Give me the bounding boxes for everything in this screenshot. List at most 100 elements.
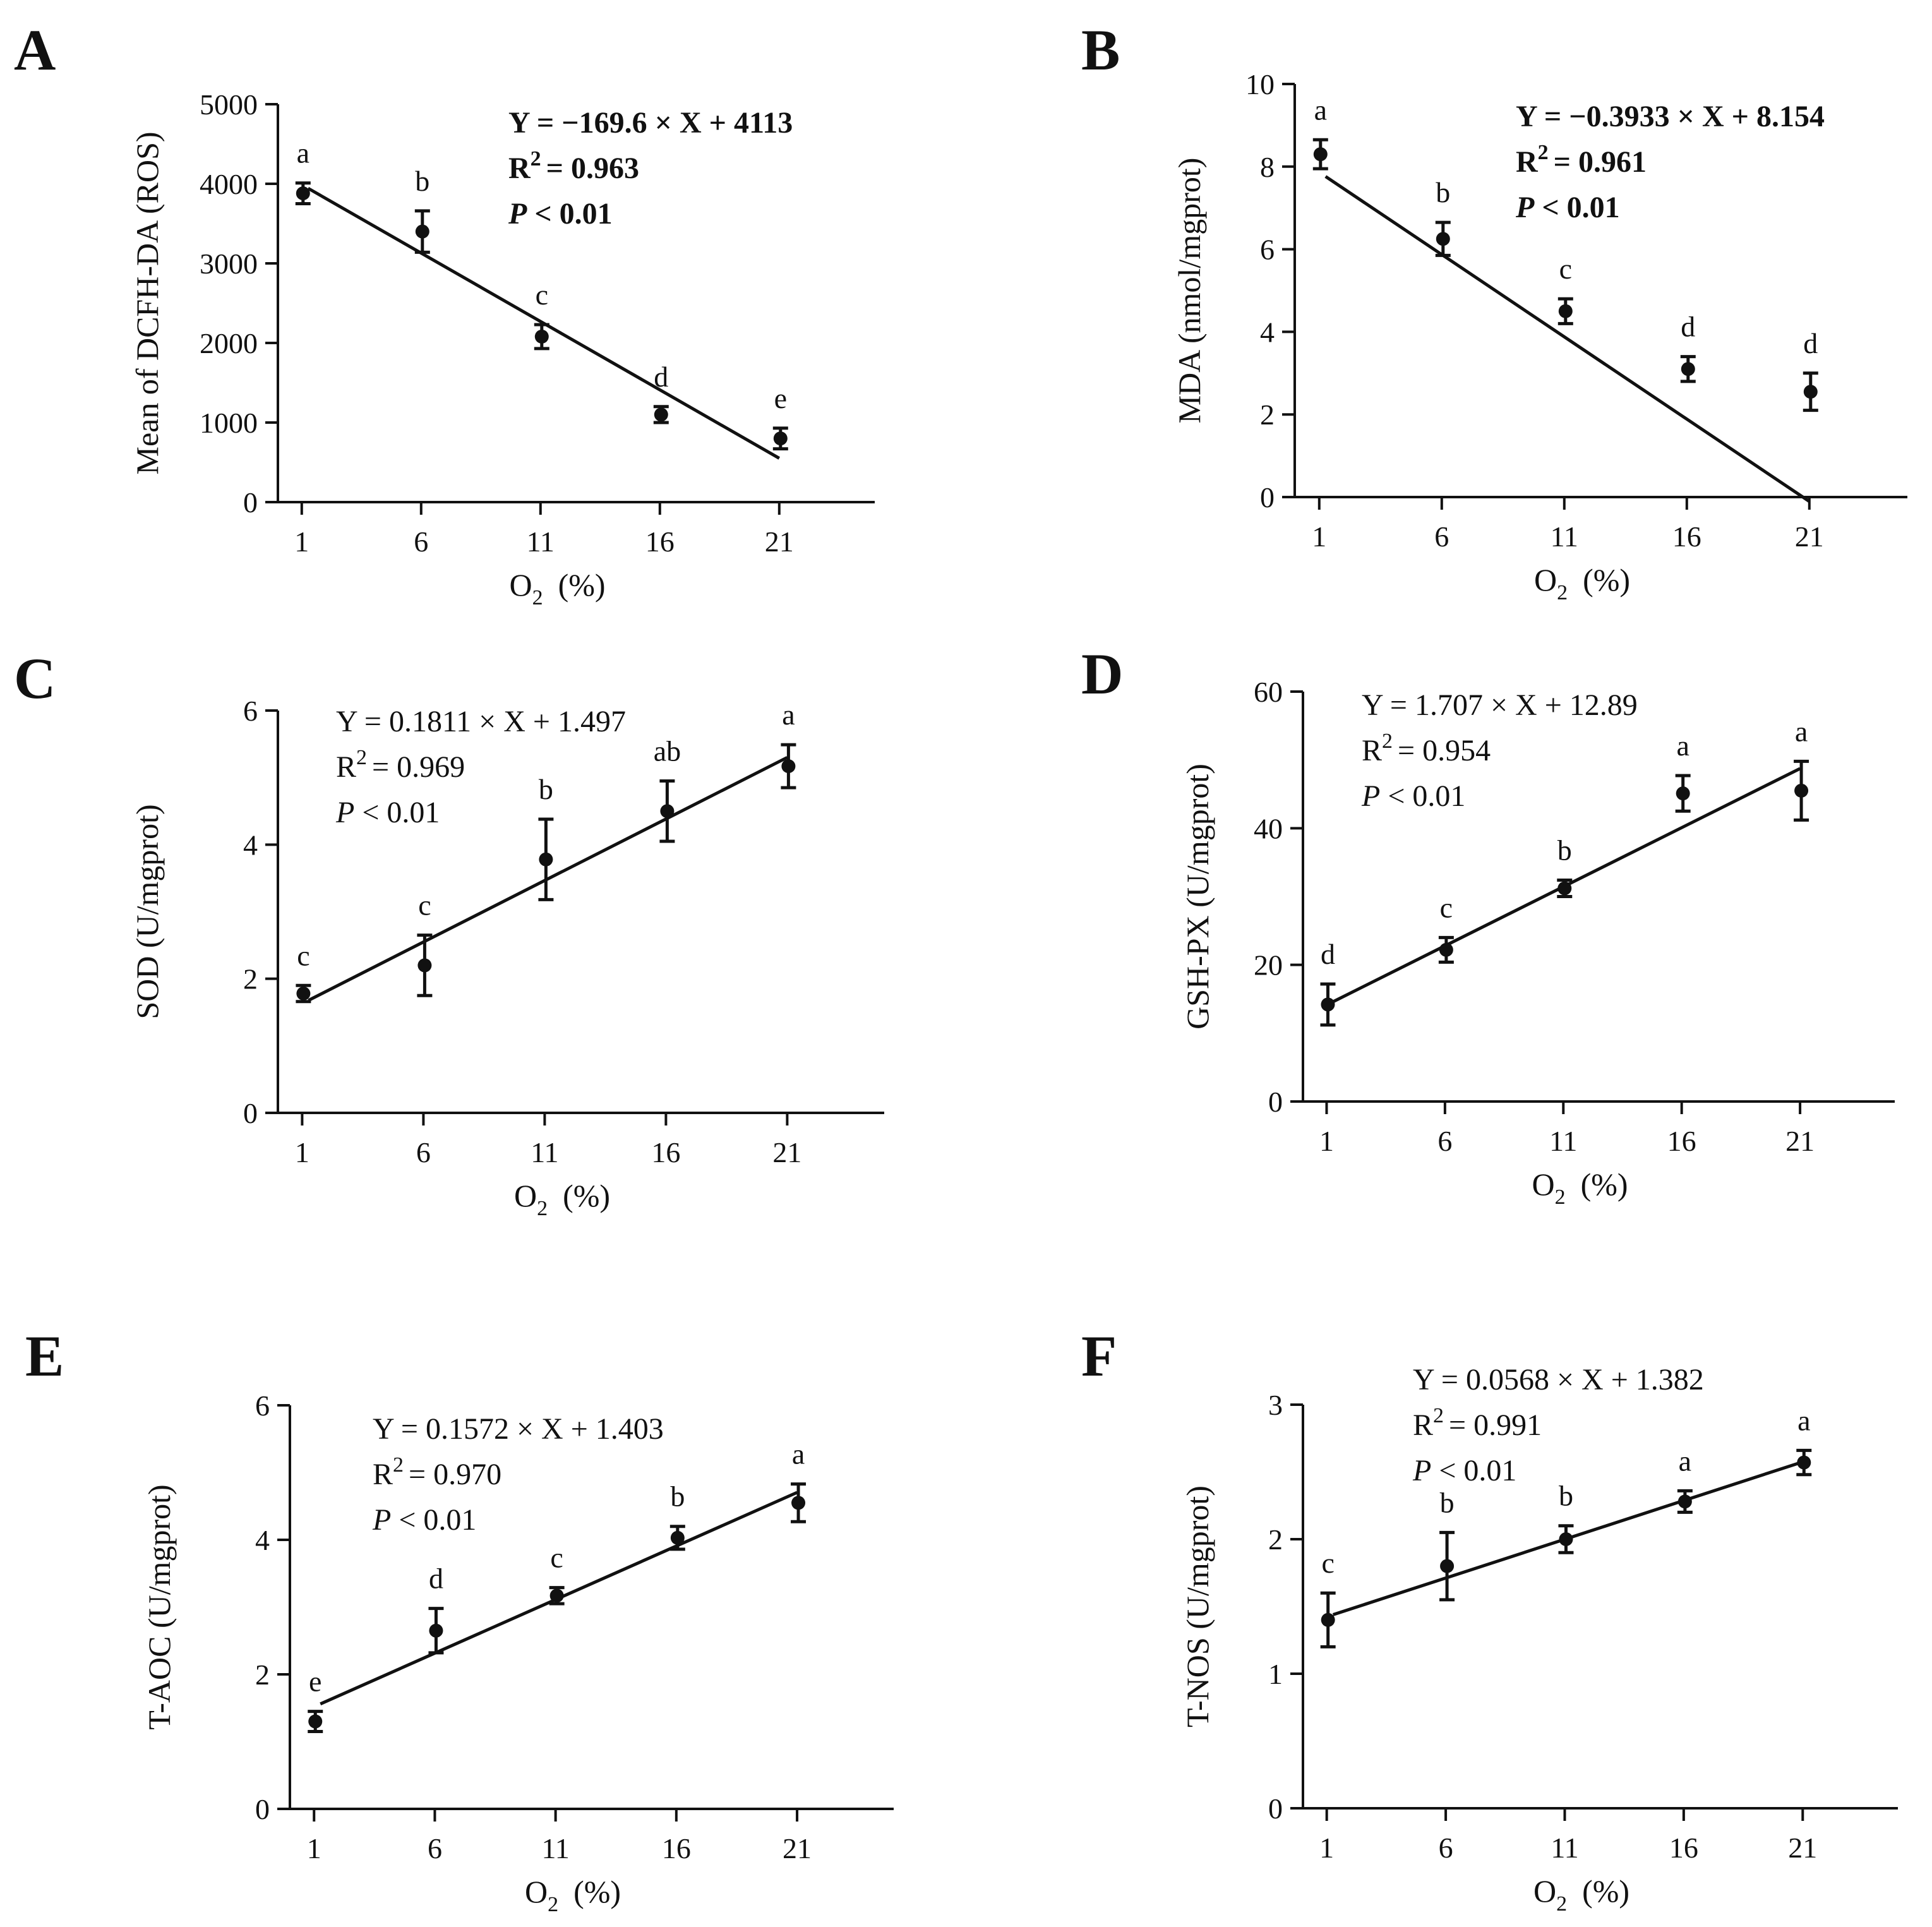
significance-letter: a <box>1797 1404 1810 1436</box>
significance-letter: d <box>429 1563 443 1595</box>
x-tick-label: 1 <box>1319 1832 1334 1864</box>
x-tick-label: 6 <box>1434 520 1449 553</box>
significance-letter: a <box>782 699 795 731</box>
data-point <box>296 186 310 201</box>
significance-letter: c <box>297 939 309 971</box>
r-squared-superscript: 2 <box>1382 729 1393 753</box>
y-axis-title: T-NOS (U/mgprot) <box>1180 1486 1215 1727</box>
data-point <box>670 1530 685 1545</box>
equation-text: Y = 0.0568 × X + 1.382 <box>1413 1363 1704 1396</box>
significance-letter: c <box>1559 253 1572 285</box>
significance-letter: b <box>670 1480 685 1513</box>
data-point <box>534 329 549 344</box>
p-value-rest: < 0.01 <box>1380 779 1465 813</box>
x-tick-label: 21 <box>1795 520 1824 553</box>
y-tick-label: 2000 <box>200 327 258 359</box>
r-squared-superscript: 2 <box>1433 1404 1444 1427</box>
panel-letter: F <box>1081 1324 1117 1388</box>
data-point <box>1440 1559 1455 1573</box>
y-axis-title: T-AOC (U/mgprot) <box>141 1484 177 1729</box>
y-tick-label: 6 <box>255 1390 270 1422</box>
y-tick-label: 4000 <box>200 168 258 200</box>
significance-letter: b <box>1440 1486 1455 1518</box>
y-tick-label: 2 <box>255 1659 270 1691</box>
x-tick-label: 11 <box>1551 1832 1578 1864</box>
r-squared-value: = 0.991 <box>1449 1408 1542 1442</box>
panel-letter: D <box>1081 642 1123 706</box>
data-point <box>308 1714 323 1729</box>
y-tick-label: 0 <box>1268 1086 1283 1118</box>
significance-letter: a <box>792 1438 805 1470</box>
x-axis-title: O2 (%) <box>1532 1167 1628 1209</box>
r-squared-value: = 0.961 <box>1554 145 1647 179</box>
y-tick-label: 8 <box>1260 151 1275 183</box>
data-point <box>791 1496 806 1510</box>
p-value-rest: < 0.01 <box>1431 1454 1516 1487</box>
data-point <box>654 407 668 422</box>
y-tick-label: 0 <box>243 1097 258 1129</box>
data-point <box>773 431 788 446</box>
significance-letter: a <box>1679 1444 1691 1477</box>
y-tick-label: 6 <box>243 695 258 727</box>
r-squared-letter: R <box>508 152 531 185</box>
r-squared-text: R2 = 0.954 <box>1362 729 1491 767</box>
p-value-rest: < 0.01 <box>1534 191 1619 224</box>
significance-letter: b <box>415 165 429 197</box>
x-axis-title-unit: (%) <box>558 567 606 603</box>
r-squared-text: R2 = 0.970 <box>373 1453 501 1491</box>
x-axis-title-sub: 2 <box>1555 1186 1566 1209</box>
x-tick-label: 1 <box>294 525 309 558</box>
x-axis-title-main: O <box>525 1874 548 1909</box>
data-point <box>417 958 432 973</box>
regression-line <box>308 756 788 1002</box>
p-value-text: P < 0.01 <box>508 197 613 231</box>
r-squared-text: R2 = 0.961 <box>1516 141 1647 179</box>
data-point <box>296 987 311 1001</box>
x-tick-label: 21 <box>765 525 794 558</box>
y-tick-label: 10 <box>1245 68 1275 100</box>
p-value-rest: < 0.01 <box>527 197 612 231</box>
data-point <box>1321 1612 1335 1627</box>
y-tick-label: 0 <box>243 486 258 519</box>
significance-letter: a <box>1676 729 1689 762</box>
r-squared-superscript: 2 <box>393 1453 404 1477</box>
data-point <box>429 1623 443 1638</box>
significance-letter: c <box>550 1542 563 1574</box>
significance-letter: c <box>1440 891 1453 923</box>
y-axis-title: GSH-PX (U/mgprot) <box>1180 764 1215 1030</box>
p-value-letter: P <box>372 1503 391 1537</box>
r-squared-value: = 0.954 <box>1398 734 1491 767</box>
y-tick-label: 5000 <box>200 88 258 121</box>
regression-equation: Y = 1.707 × X + 12.89 R2 = 0.954 P < 0.01 <box>1361 688 1638 813</box>
panel-letter: A <box>14 18 56 82</box>
y-tick-label: 1 <box>1268 1658 1283 1690</box>
y-tick-label: 3000 <box>200 248 258 280</box>
regression-line <box>1324 175 1811 503</box>
significance-letter: c <box>418 889 431 921</box>
r-squared-superscript: 2 <box>531 147 541 171</box>
x-axis-title-sub: 2 <box>532 586 543 609</box>
r-squared-value: = 0.963 <box>546 152 639 185</box>
p-value-text: P < 0.01 <box>335 796 440 829</box>
data-point <box>660 804 675 819</box>
regression-equation: Y = −0.3933 × X + 8.154 R2 = 0.961 P < 0.01 <box>1515 100 1825 224</box>
y-tick-label: 1000 <box>200 407 258 439</box>
y-tick-label: 2 <box>1260 399 1275 431</box>
x-axis-title: O2 (%) <box>525 1874 621 1916</box>
r-squared-letter: R <box>373 1458 393 1491</box>
data-point <box>1436 232 1450 246</box>
significance-letter: d <box>1321 938 1335 970</box>
p-value-text: P < 0.01 <box>1361 779 1465 813</box>
panel-letter: E <box>25 1324 64 1388</box>
x-axis-title-sub: 2 <box>1557 581 1568 604</box>
p-value-letter: P <box>508 197 527 231</box>
data-point <box>1797 1455 1811 1470</box>
x-axis-title-main: O <box>514 1178 537 1213</box>
x-tick-label: 16 <box>645 525 675 558</box>
x-tick-label: 1 <box>295 1136 309 1168</box>
